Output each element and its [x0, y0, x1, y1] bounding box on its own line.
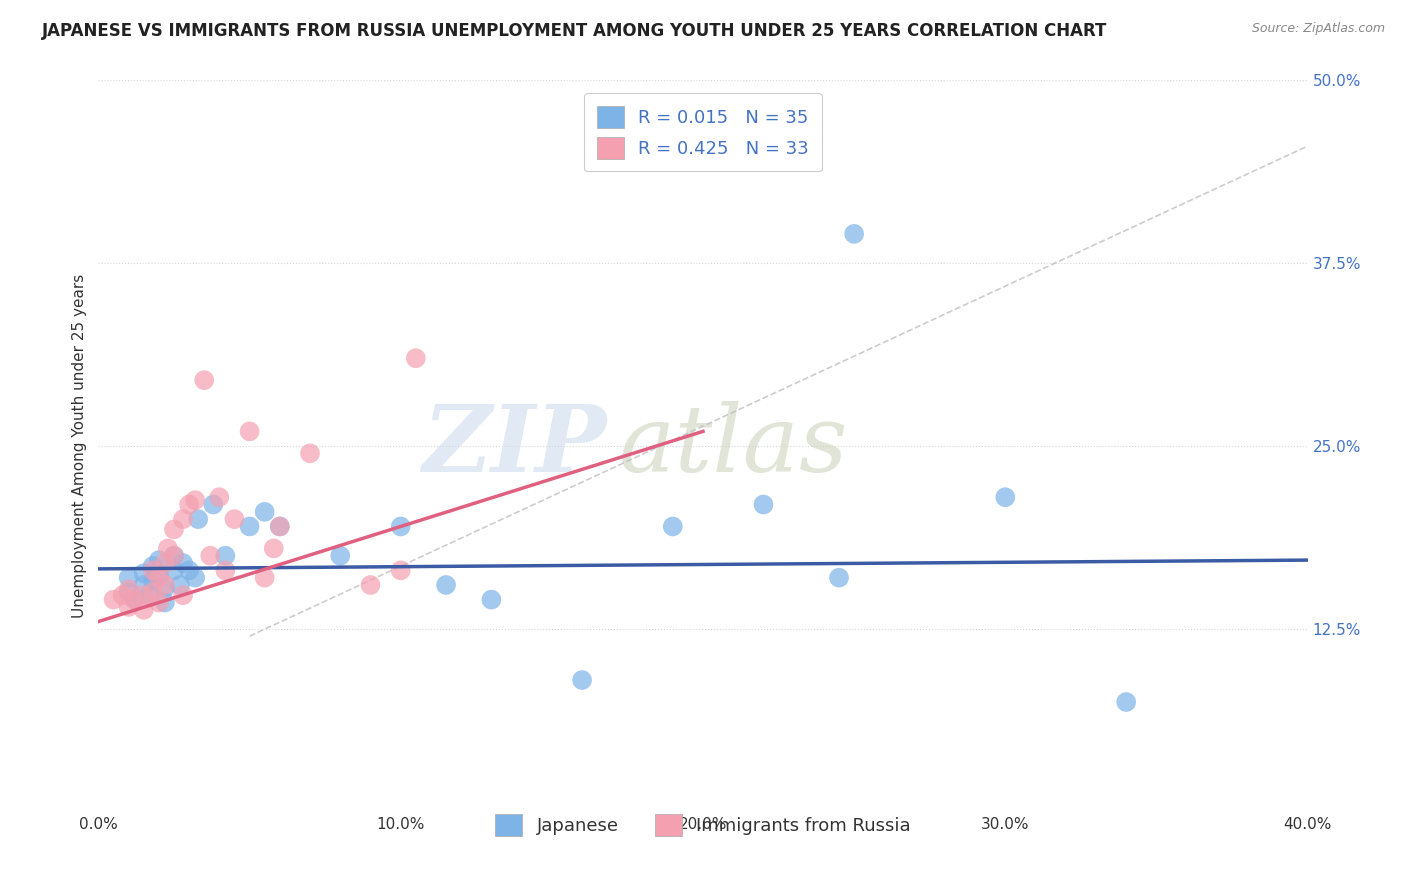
Point	[153, 556, 176, 570]
Text: Source: ZipAtlas.com: Source: ZipAtlas.com	[1251, 22, 1385, 36]
Point	[124, 592, 146, 607]
Point	[148, 553, 170, 567]
Point	[132, 588, 155, 602]
Point	[163, 522, 186, 536]
Point	[118, 585, 141, 599]
Point	[111, 588, 134, 602]
Point	[263, 541, 285, 556]
Point	[1115, 695, 1137, 709]
Point	[118, 571, 141, 585]
Point	[994, 490, 1017, 504]
Point	[571, 673, 593, 687]
Point	[299, 446, 322, 460]
Text: ZIP: ZIP	[422, 401, 606, 491]
Point	[661, 519, 683, 533]
Point	[148, 571, 170, 585]
Point	[202, 498, 225, 512]
Text: atlas: atlas	[619, 401, 848, 491]
Point	[828, 571, 851, 585]
Point	[844, 227, 866, 241]
Point	[193, 373, 215, 387]
Point	[239, 425, 262, 439]
Point	[153, 581, 176, 595]
Point	[172, 588, 194, 602]
Point	[118, 582, 141, 597]
Point	[148, 595, 170, 609]
Point	[142, 585, 165, 599]
Point	[124, 592, 146, 607]
Point	[389, 519, 412, 533]
Point	[214, 563, 236, 577]
Point	[389, 563, 412, 577]
Point	[214, 549, 236, 563]
Point	[360, 578, 382, 592]
Point	[132, 566, 155, 581]
Point	[142, 558, 165, 573]
Text: JAPANESE VS IMMIGRANTS FROM RUSSIA UNEMPLOYMENT AMONG YOUTH UNDER 25 YEARS CORRE: JAPANESE VS IMMIGRANTS FROM RUSSIA UNEMP…	[42, 22, 1108, 40]
Point	[132, 603, 155, 617]
Point	[239, 519, 262, 533]
Point	[269, 519, 291, 533]
Point	[179, 563, 201, 577]
Point	[224, 512, 246, 526]
Point	[200, 549, 222, 563]
Point	[163, 549, 186, 563]
Point	[148, 567, 170, 582]
Point	[269, 519, 291, 533]
Point	[163, 549, 186, 563]
Point	[208, 490, 231, 504]
Point	[179, 498, 201, 512]
Point	[434, 578, 457, 592]
Point	[156, 541, 179, 556]
Point	[253, 571, 276, 585]
Point	[329, 549, 352, 563]
Point	[139, 588, 162, 602]
Point	[187, 512, 209, 526]
Point	[118, 599, 141, 614]
Point	[172, 512, 194, 526]
Point	[163, 563, 186, 577]
Point	[405, 351, 427, 366]
Point	[142, 574, 165, 588]
Point	[172, 556, 194, 570]
Point	[142, 563, 165, 577]
Point	[184, 571, 207, 585]
Point	[153, 595, 176, 609]
Point	[752, 498, 775, 512]
Point	[132, 578, 155, 592]
Point	[481, 592, 503, 607]
Point	[103, 592, 125, 607]
Point	[153, 578, 176, 592]
Legend: Japanese, Immigrants from Russia: Japanese, Immigrants from Russia	[488, 806, 918, 843]
Y-axis label: Unemployment Among Youth under 25 years: Unemployment Among Youth under 25 years	[72, 274, 87, 618]
Point	[184, 493, 207, 508]
Point	[169, 578, 191, 592]
Point	[253, 505, 276, 519]
